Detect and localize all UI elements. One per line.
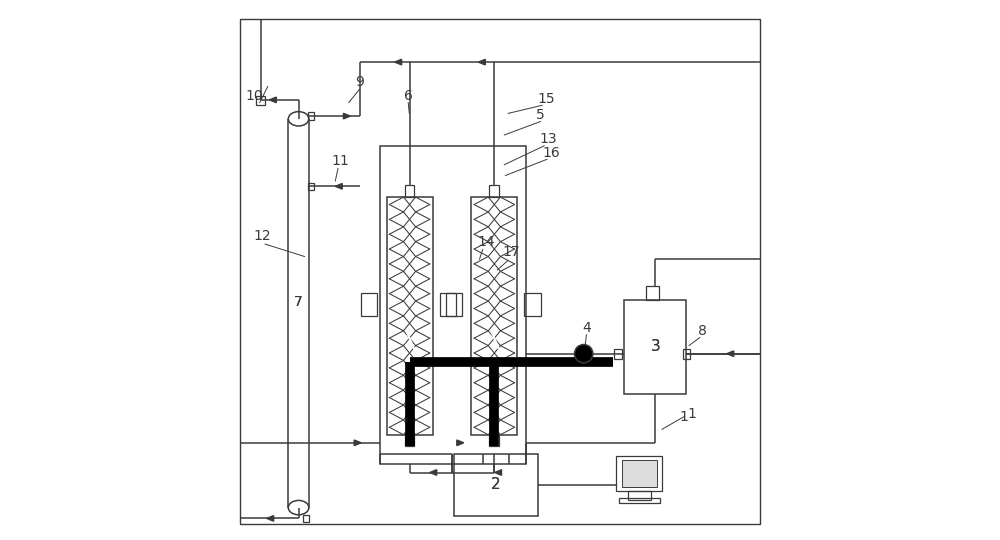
- Text: 15: 15: [537, 92, 555, 106]
- Bar: [624, 300, 686, 394]
- Bar: [489, 185, 499, 197]
- Text: 11: 11: [332, 154, 350, 168]
- Polygon shape: [457, 440, 464, 445]
- Text: 7: 7: [294, 295, 303, 309]
- Bar: [308, 183, 314, 190]
- Bar: [446, 293, 462, 316]
- Text: 9: 9: [355, 76, 364, 90]
- Text: 10: 10: [245, 89, 263, 103]
- Text: 12: 12: [254, 230, 271, 244]
- Bar: [303, 515, 309, 522]
- Text: 16: 16: [542, 146, 560, 160]
- Polygon shape: [495, 470, 502, 475]
- Bar: [387, 197, 432, 435]
- Bar: [628, 491, 651, 500]
- Polygon shape: [269, 97, 276, 103]
- Bar: [683, 349, 690, 359]
- Polygon shape: [478, 59, 485, 65]
- Bar: [614, 349, 622, 359]
- Polygon shape: [354, 440, 361, 445]
- Bar: [361, 293, 377, 316]
- Text: 7: 7: [294, 295, 303, 309]
- Bar: [646, 286, 659, 300]
- Bar: [256, 96, 265, 105]
- Bar: [619, 498, 660, 503]
- Polygon shape: [343, 113, 350, 119]
- Bar: [380, 146, 526, 464]
- Bar: [622, 460, 657, 487]
- Bar: [471, 197, 517, 435]
- Text: 14: 14: [478, 235, 495, 249]
- Circle shape: [575, 345, 593, 363]
- Polygon shape: [267, 516, 274, 521]
- Text: 1: 1: [679, 410, 688, 424]
- Ellipse shape: [288, 112, 309, 126]
- Bar: [616, 456, 662, 491]
- Text: 6: 6: [404, 89, 413, 103]
- Text: 17: 17: [502, 246, 520, 260]
- Text: 8: 8: [698, 324, 707, 338]
- Bar: [524, 293, 540, 316]
- Bar: [489, 435, 499, 446]
- Bar: [308, 112, 314, 120]
- Text: 3: 3: [650, 340, 660, 354]
- Text: 2: 2: [491, 477, 501, 492]
- Text: 3: 3: [650, 340, 660, 354]
- Bar: [405, 185, 414, 197]
- Polygon shape: [430, 470, 437, 475]
- Ellipse shape: [288, 501, 309, 515]
- Bar: [454, 454, 538, 516]
- Polygon shape: [727, 351, 734, 356]
- Polygon shape: [335, 184, 342, 189]
- Text: 13: 13: [540, 132, 557, 146]
- Bar: [405, 435, 414, 446]
- Text: 4: 4: [582, 321, 591, 335]
- Text: 1: 1: [687, 408, 696, 422]
- Text: 5: 5: [536, 108, 545, 122]
- Text: 2: 2: [491, 477, 501, 492]
- Bar: [440, 293, 456, 316]
- Polygon shape: [395, 59, 402, 65]
